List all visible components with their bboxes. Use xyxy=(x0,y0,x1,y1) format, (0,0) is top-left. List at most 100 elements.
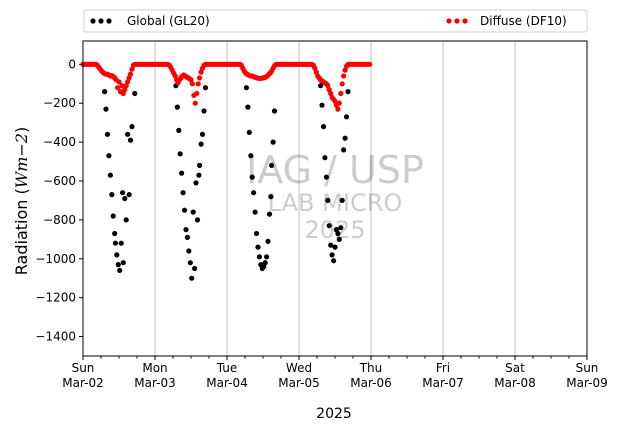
data-point-diffuse xyxy=(342,67,348,73)
data-point-global xyxy=(190,209,196,215)
data-point-diffuse xyxy=(313,69,319,75)
data-point-diffuse xyxy=(188,77,194,83)
data-point-global xyxy=(198,141,204,147)
data-point-global xyxy=(329,252,335,258)
data-point-global xyxy=(123,217,129,223)
data-point-global xyxy=(180,190,186,196)
data-point-global xyxy=(125,131,131,137)
x-tick-label-day: Fri xyxy=(436,361,450,375)
data-point-global xyxy=(109,192,115,198)
data-point-global xyxy=(127,137,134,143)
data-point-global xyxy=(243,85,249,91)
data-point-global xyxy=(181,207,188,213)
data-point-global xyxy=(196,172,202,178)
data-point-diffuse xyxy=(332,98,338,104)
data-point-global xyxy=(179,170,185,176)
data-point-global xyxy=(246,129,252,135)
data-point-diffuse xyxy=(127,71,134,77)
x-tick-label-day: Sun xyxy=(576,361,599,375)
data-point-global xyxy=(177,151,183,157)
data-point-global xyxy=(271,108,278,114)
x-tick-label-date: Mar-05 xyxy=(278,376,319,390)
data-point-global xyxy=(342,135,348,141)
data-point-global xyxy=(201,108,207,114)
data-point-diffuse xyxy=(172,73,178,79)
data-point-diffuse xyxy=(326,87,332,93)
data-point-global xyxy=(132,90,138,97)
data-point-global xyxy=(256,254,262,260)
data-point-global xyxy=(270,139,276,145)
data-point-global xyxy=(187,260,193,266)
x-tick-label-date: Mar-08 xyxy=(494,376,535,390)
y-axis-label-unit: Wm−2 xyxy=(12,133,31,188)
data-point-global xyxy=(333,227,339,233)
data-point-global xyxy=(319,102,325,108)
data-point-global xyxy=(183,227,189,233)
data-point-diffuse xyxy=(335,106,341,112)
data-point-diffuse xyxy=(339,81,345,87)
y-axis-label: Radiation (Wm−2) xyxy=(12,127,31,275)
x-tick-label-date: Mar-07 xyxy=(422,376,463,390)
data-point-global xyxy=(176,127,182,133)
data-point-global xyxy=(184,234,190,240)
data-point-global xyxy=(120,190,126,196)
data-point-global xyxy=(262,260,268,266)
data-point-global xyxy=(112,240,118,246)
data-point-global xyxy=(202,85,208,91)
data-point-diffuse xyxy=(120,90,126,97)
data-point-global xyxy=(338,225,344,231)
watermark-text: LAB MICRO xyxy=(268,189,403,217)
y-tick-label: −200 xyxy=(43,96,76,110)
data-point-global xyxy=(102,89,108,95)
data-point-global xyxy=(248,153,254,159)
data-point-diffuse xyxy=(338,90,344,97)
data-point-global xyxy=(322,155,328,161)
data-point-global xyxy=(114,252,120,258)
data-point-diffuse xyxy=(325,83,331,89)
x-tick-label-date: Mar-03 xyxy=(134,376,175,390)
data-point-global xyxy=(199,131,206,137)
data-point-global xyxy=(341,147,347,153)
y-tick-label: −1400 xyxy=(35,330,76,344)
x-tick-label-date: Mar-09 xyxy=(566,376,607,390)
data-point-diffuse xyxy=(116,79,122,85)
data-point-global xyxy=(328,242,334,248)
data-point-global xyxy=(103,106,109,112)
x-tick-label-date: Mar-02 xyxy=(62,376,103,390)
data-point-diffuse xyxy=(125,79,131,85)
y-axis-label-suffix: ) xyxy=(12,127,31,133)
data-point-global xyxy=(269,162,275,168)
data-point-global xyxy=(345,89,351,95)
data-point-global xyxy=(331,258,337,264)
data-point-global xyxy=(107,172,113,178)
legend-label-global: Global (GL20) xyxy=(127,14,210,28)
data-point-diffuse xyxy=(194,90,200,97)
data-point-global xyxy=(249,174,255,180)
data-point-global xyxy=(110,213,116,219)
data-point-global xyxy=(255,244,261,250)
x-tick-label-date: Mar-04 xyxy=(206,376,247,390)
data-point-global xyxy=(343,114,350,120)
data-point-global xyxy=(265,238,271,244)
data-point-global xyxy=(104,131,111,137)
data-point-diffuse xyxy=(312,65,318,71)
data-point-global xyxy=(122,195,128,202)
data-point-diffuse xyxy=(197,75,203,81)
x-tick-label-date: Mar-06 xyxy=(350,376,391,390)
y-tick-label: −600 xyxy=(43,174,76,188)
x-tick-label-day: Wed xyxy=(286,361,312,375)
legend-label-diffuse: Diffuse (DF10) xyxy=(480,14,567,28)
x-tick-label-day: Thu xyxy=(359,361,383,375)
data-point-global xyxy=(118,240,124,246)
data-point-global xyxy=(268,194,274,200)
y-tick-label: −1200 xyxy=(35,291,76,305)
data-point-global xyxy=(339,197,345,203)
data-point-global xyxy=(332,244,338,250)
data-point-global xyxy=(194,217,201,223)
data-point-global xyxy=(126,192,132,198)
legend-marker-diffuse xyxy=(446,18,468,24)
watermark-text: IAG / USP xyxy=(246,148,424,192)
data-point-global xyxy=(320,124,327,130)
data-point-diffuse xyxy=(115,85,121,91)
